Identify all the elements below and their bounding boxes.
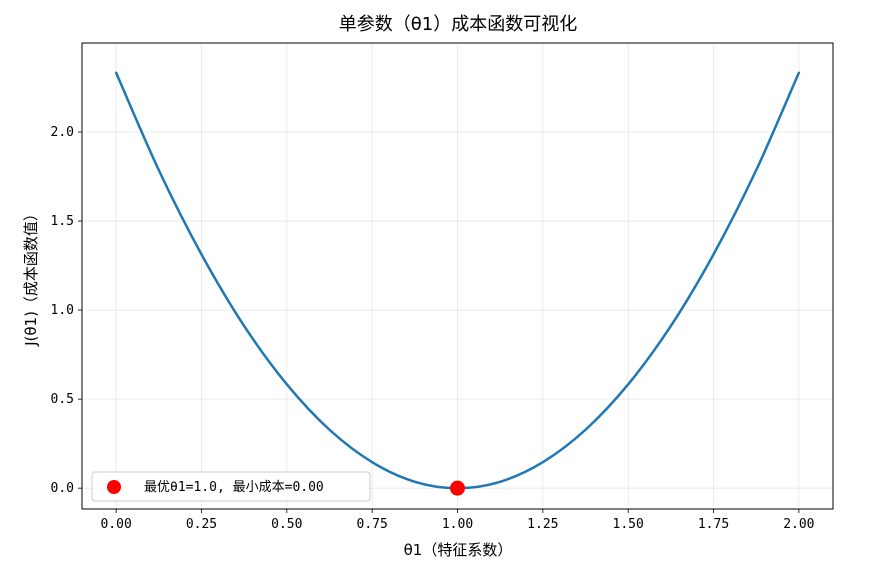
series-group <box>114 71 801 496</box>
chart-title: 单参数（θ1）成本函数可视化 <box>339 14 577 35</box>
y-tick-label: 2.0 <box>51 125 74 140</box>
y-tick-label: 1.5 <box>51 214 74 229</box>
x-tick-label: 0.00 <box>100 517 131 532</box>
y-axis-label: J(θ1)（成本函数值） <box>22 206 40 347</box>
x-tick-label: 1.00 <box>442 517 473 532</box>
legend-box <box>91 471 371 502</box>
x-tick-label: 2.00 <box>783 517 814 532</box>
x-axis-label: θ1（特征系数） <box>404 541 513 559</box>
x-tick-label: 0.75 <box>357 517 388 532</box>
legend-marker <box>107 480 121 494</box>
axis-ticks: 0.00 0.25 0.50 0.75 1.00 1.25 1.50 1.75 2.00 0.0 0… <box>51 125 815 532</box>
x-tick-label: 0.50 <box>271 517 302 532</box>
grid-lines <box>82 43 833 509</box>
y-tick-label: 1.0 <box>51 303 74 318</box>
x-tick-label: 1.50 <box>613 517 644 532</box>
x-tick-label: 1.75 <box>698 517 729 532</box>
y-tick-label: 0.5 <box>51 392 74 407</box>
legend: 最优θ1=1.0, 最小成本=0.00 <box>91 471 371 502</box>
x-tick-label: 1.25 <box>527 517 558 532</box>
x-tick-label: 0.25 <box>186 517 217 532</box>
optimal-point-marker <box>450 480 465 496</box>
legend-label: 最优θ1=1.0, 最小成本=0.00 <box>144 480 324 495</box>
y-tick-label: 0.0 <box>51 481 74 496</box>
